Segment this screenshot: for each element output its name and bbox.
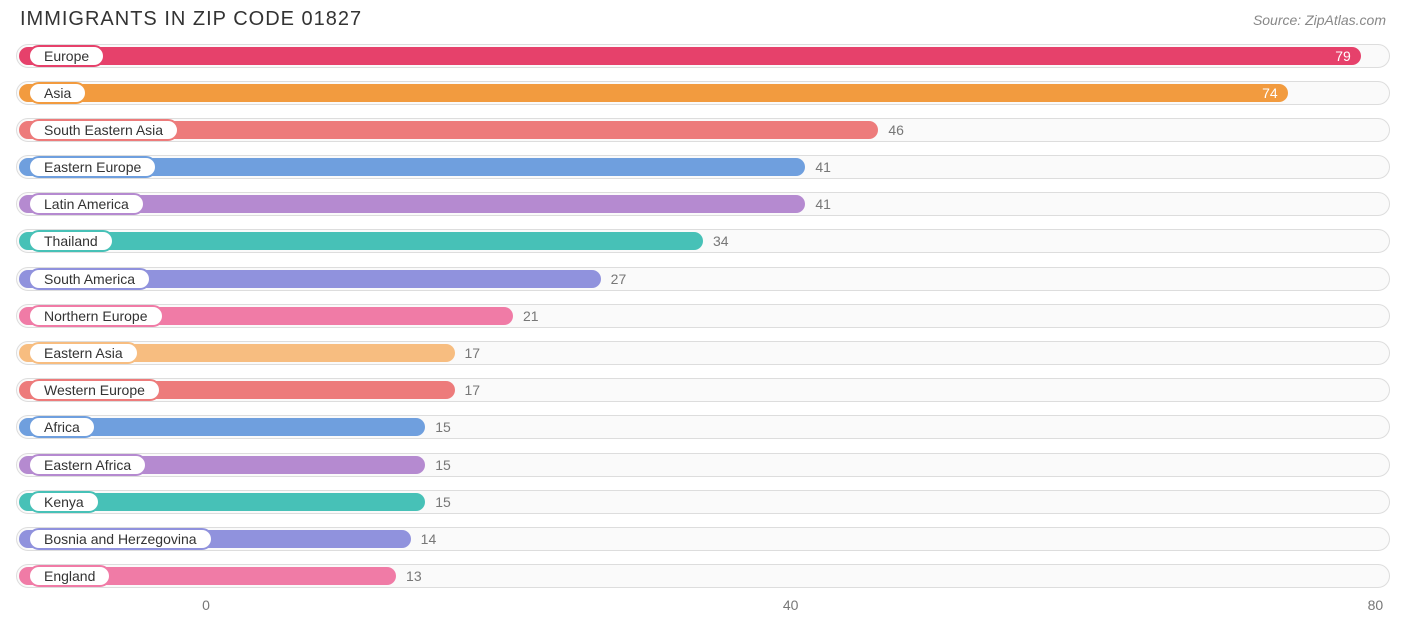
value-label: 74: [1262, 85, 1278, 101]
category-pill: England: [28, 565, 111, 587]
category-pill: Latin America: [28, 193, 145, 215]
bar-row: Western Europe 17: [16, 374, 1390, 407]
value-label: 46: [888, 122, 904, 138]
bar-row: Eastern Europe 41: [16, 151, 1390, 184]
value-label: 15: [435, 494, 451, 510]
value-label: 15: [435, 419, 451, 435]
bar-row: Africa 15: [16, 411, 1390, 444]
chart-plot: Europe 79 Asia 74 South Eastern Asia 46 Easter…: [16, 39, 1390, 593]
bar-row: Bosnia and Herzegovina 14: [16, 522, 1390, 555]
value-label: 21: [523, 308, 539, 324]
category-pill: Europe: [28, 45, 105, 67]
category-pill: Eastern Europe: [28, 156, 157, 178]
bar-row: South America 27: [16, 262, 1390, 295]
value-label: 13: [406, 568, 422, 584]
category-pill: Eastern Africa: [28, 454, 147, 476]
axis-tick: 0: [202, 597, 210, 613]
chart-title: IMMIGRANTS IN ZIP CODE 01827: [20, 8, 362, 31]
category-pill: South Eastern Asia: [28, 119, 179, 141]
category-pill: Thailand: [28, 230, 114, 252]
bar-row: Asia 74: [16, 76, 1390, 109]
value-label: 27: [611, 271, 627, 287]
value-label: 41: [815, 159, 831, 175]
bar-row: Latin America 41: [16, 188, 1390, 221]
category-pill: Eastern Asia: [28, 342, 139, 364]
bar: [19, 47, 1361, 65]
bar-row: Thailand 34: [16, 225, 1390, 258]
bar: [19, 232, 703, 250]
bar-row: Kenya 15: [16, 485, 1390, 518]
x-axis: 0 40 80: [16, 597, 1390, 621]
bar-row: England 13: [16, 560, 1390, 593]
bar-row: Eastern Asia 17: [16, 337, 1390, 370]
category-pill: Northern Europe: [28, 305, 164, 327]
chart-area: Europe 79 Asia 74 South Eastern Asia 46 Easter…: [0, 35, 1406, 621]
value-label: 41: [815, 196, 831, 212]
value-label: 14: [421, 531, 437, 547]
value-label: 79: [1335, 48, 1351, 64]
category-pill: Kenya: [28, 491, 100, 513]
bar: [19, 84, 1288, 102]
chart-header: IMMIGRANTS IN ZIP CODE 01827 Source: Zip…: [0, 0, 1406, 35]
value-label: 17: [465, 345, 481, 361]
category-pill: Africa: [28, 416, 96, 438]
bar-row: Eastern Africa 15: [16, 448, 1390, 481]
chart-source: Source: ZipAtlas.com: [1253, 12, 1386, 28]
axis-tick: 40: [783, 597, 799, 613]
value-label: 17: [465, 382, 481, 398]
bar-row: Europe 79: [16, 39, 1390, 72]
bar-row: South Eastern Asia 46: [16, 113, 1390, 146]
value-label: 15: [435, 457, 451, 473]
category-pill: Asia: [28, 82, 87, 104]
category-pill: South America: [28, 268, 151, 290]
axis-tick: 80: [1368, 597, 1384, 613]
category-pill: Bosnia and Herzegovina: [28, 528, 213, 550]
category-pill: Western Europe: [28, 379, 161, 401]
bar-row: Northern Europe 21: [16, 299, 1390, 332]
value-label: 34: [713, 233, 729, 249]
